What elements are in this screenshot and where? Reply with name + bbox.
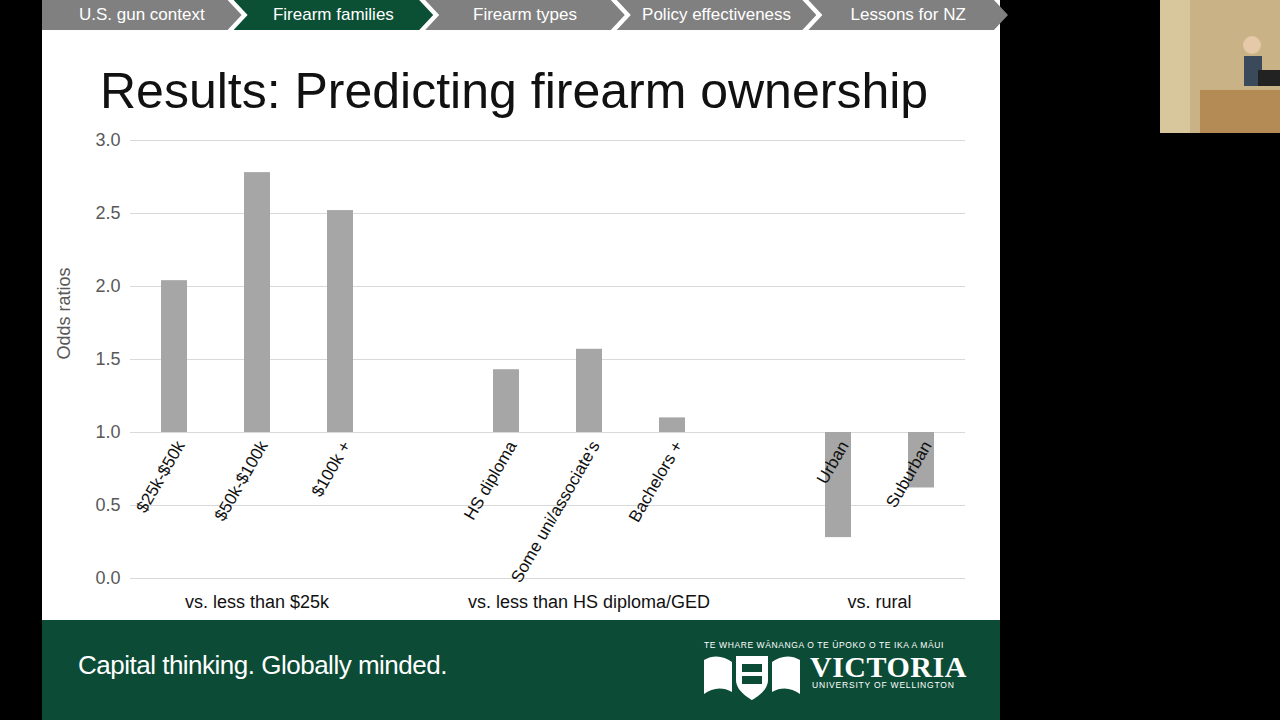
svg-text:1.5: 1.5 xyxy=(95,349,120,369)
svg-text:0.5: 0.5 xyxy=(95,495,120,515)
svg-text:vs. less than HS diploma/GED: vs. less than HS diploma/GED xyxy=(468,592,710,612)
html-text:Firearm types: Firearm types xyxy=(473,5,577,24)
svg-text:Bachelors +: Bachelors + xyxy=(625,438,687,526)
html-text:Firearm families: Firearm families xyxy=(272,5,394,24)
svg-text:2.5: 2.5 xyxy=(95,203,120,223)
html-text:Lessons for NZ: Lessons for NZ xyxy=(850,5,966,24)
svg-text:Some uni/associate's: Some uni/associate's xyxy=(507,438,604,586)
svg-text:$50k-$100k: $50k-$100k xyxy=(211,437,272,524)
svg-text:1.0: 1.0 xyxy=(95,422,120,442)
html-text:Results: Predicting firearm ow: Results: Predicting firearm ownership xyxy=(100,63,929,119)
html-text:Policy effectiveness: Policy effectiveness xyxy=(642,5,792,24)
svg-text:Urban: Urban xyxy=(813,438,853,488)
svg-text:$25k-$50k: $25k-$50k xyxy=(133,437,189,516)
html-text:TE WHARE WĀNANGA O TE ŪPOKO O: TE WHARE WĀNANGA O TE ŪPOKO O TE IKA A M… xyxy=(704,640,944,650)
svg-text:HS diploma: HS diploma xyxy=(460,437,521,523)
svg-text:vs. rural: vs. rural xyxy=(847,592,911,612)
svg-text:3.0: 3.0 xyxy=(95,130,120,150)
svg-text:$100k +: $100k + xyxy=(308,438,355,500)
svg-text:vs. less than $25k: vs. less than $25k xyxy=(185,592,330,612)
svg-text:0.0: 0.0 xyxy=(95,568,120,588)
html-text:Capital thinking. Globally min: Capital thinking. Globally minded. xyxy=(78,650,447,680)
html-text:VICTORIA: VICTORIA xyxy=(810,650,967,683)
html-text:UNIVERSITY OF WELLINGTON: UNIVERSITY OF WELLINGTON xyxy=(812,680,955,690)
svg-text:Odds ratios: Odds ratios xyxy=(54,267,74,359)
svg-text:Suburban: Suburban xyxy=(882,438,935,511)
svg-text:2.0: 2.0 xyxy=(95,276,120,296)
html-text:U.S. gun context: U.S. gun context xyxy=(79,5,205,24)
